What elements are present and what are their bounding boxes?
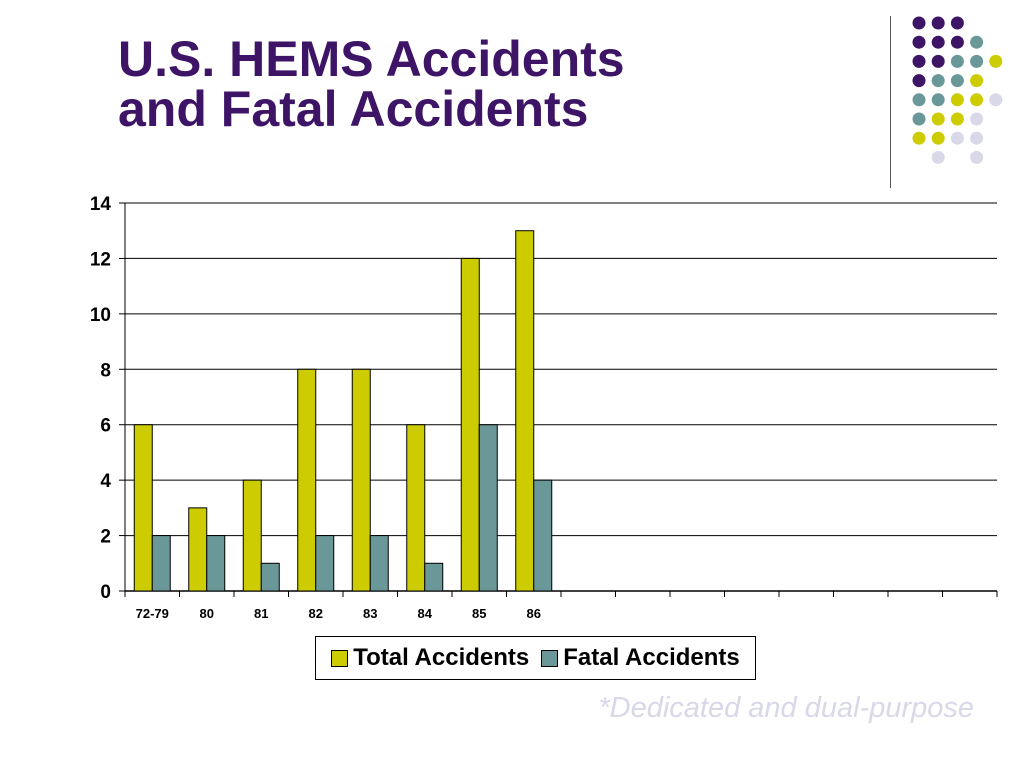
x-tick-label: 82 — [309, 606, 323, 621]
x-tick-label: 85 — [472, 606, 486, 621]
bar-total — [515, 230, 535, 592]
legend-swatch-total — [331, 649, 349, 667]
legend-item-total: Total Accidents — [331, 644, 529, 672]
y-tick-label: 6 — [100, 416, 111, 437]
decor-dot — [950, 131, 964, 145]
decor-dot — [950, 54, 964, 68]
x-tick-label: 84 — [418, 606, 433, 621]
bar-total — [133, 424, 153, 592]
x-tick-label: 80 — [200, 606, 214, 621]
y-tick-label: 0 — [100, 582, 111, 603]
y-tick-label: 4 — [100, 471, 111, 492]
x-tick-label: 83 — [363, 606, 377, 621]
bar-total — [242, 479, 262, 592]
decor-dot — [931, 35, 945, 49]
decor-dot — [912, 74, 926, 88]
bar-total — [297, 368, 317, 592]
decor-dot — [912, 35, 926, 49]
decor-dot — [970, 35, 984, 49]
chart-legend: Total Accidents Fatal Accidents — [315, 636, 756, 680]
decor-dot — [970, 74, 984, 88]
bar-chart: 0 2 4 6 8 10 12 14 72-79 80 81 82 83 84 85 86 — [90, 194, 998, 621]
x-tick-label: 72-79 — [136, 606, 169, 621]
bar-total — [406, 424, 426, 592]
bar-fatal — [260, 562, 280, 592]
y-tick-label: 8 — [100, 360, 111, 381]
bar-fatal — [478, 424, 498, 592]
decor-dot — [912, 54, 926, 68]
decor-dot — [950, 112, 964, 126]
title-line-2: and Fatal Accidents — [118, 81, 589, 137]
x-tick-label: 81 — [254, 606, 268, 621]
x-tick-label: 86 — [527, 606, 541, 621]
y-tick-label: 14 — [90, 194, 112, 215]
bar-total — [460, 257, 480, 592]
bar-fatal — [151, 535, 171, 592]
legend-label-total: Total Accidents — [353, 644, 530, 671]
bar-fatal — [206, 535, 226, 592]
decor-dot — [931, 93, 945, 107]
decor-dot — [950, 93, 964, 107]
decor-dot — [950, 35, 964, 49]
decor-dot — [931, 16, 945, 30]
footnote: *Dedicated and dual-purpose — [598, 692, 974, 724]
slide-title: U.S. HEMS Accidents and Fatal Accidents — [118, 34, 625, 134]
decor-dot — [912, 93, 926, 107]
y-tick-label: 10 — [90, 305, 111, 326]
bar-total — [188, 507, 208, 592]
decor-dot — [931, 131, 945, 145]
decor-dot — [931, 74, 945, 88]
decor-dot — [912, 16, 926, 30]
header-divider — [890, 16, 891, 188]
decor-dot — [970, 150, 984, 164]
y-tick-label: 2 — [100, 527, 111, 548]
legend-item-fatal: Fatal Accidents — [541, 644, 740, 672]
decor-dot — [912, 112, 926, 126]
decor-dot — [950, 16, 964, 30]
legend-swatch-fatal — [541, 649, 559, 667]
bar-fatal — [369, 535, 389, 592]
title-line-1: U.S. HEMS Accidents — [118, 31, 625, 87]
decor-dot — [970, 131, 984, 145]
decor-dot — [989, 93, 1003, 107]
y-tick-label: 12 — [90, 249, 111, 270]
decor-dot — [970, 112, 984, 126]
decor-dot — [931, 54, 945, 68]
decor-dot — [989, 54, 1003, 68]
decor-dot — [931, 112, 945, 126]
decor-dot — [931, 150, 945, 164]
decor-dot — [912, 131, 926, 145]
decor-dot — [970, 54, 984, 68]
decorative-dot-grid — [912, 16, 1003, 164]
bar-fatal — [424, 562, 444, 592]
bar-fatal — [533, 479, 553, 592]
decor-dot — [950, 74, 964, 88]
legend-label-fatal: Fatal Accidents — [563, 644, 740, 671]
bar-fatal — [315, 535, 335, 592]
decor-dot — [970, 93, 984, 107]
bar-total — [351, 368, 371, 592]
